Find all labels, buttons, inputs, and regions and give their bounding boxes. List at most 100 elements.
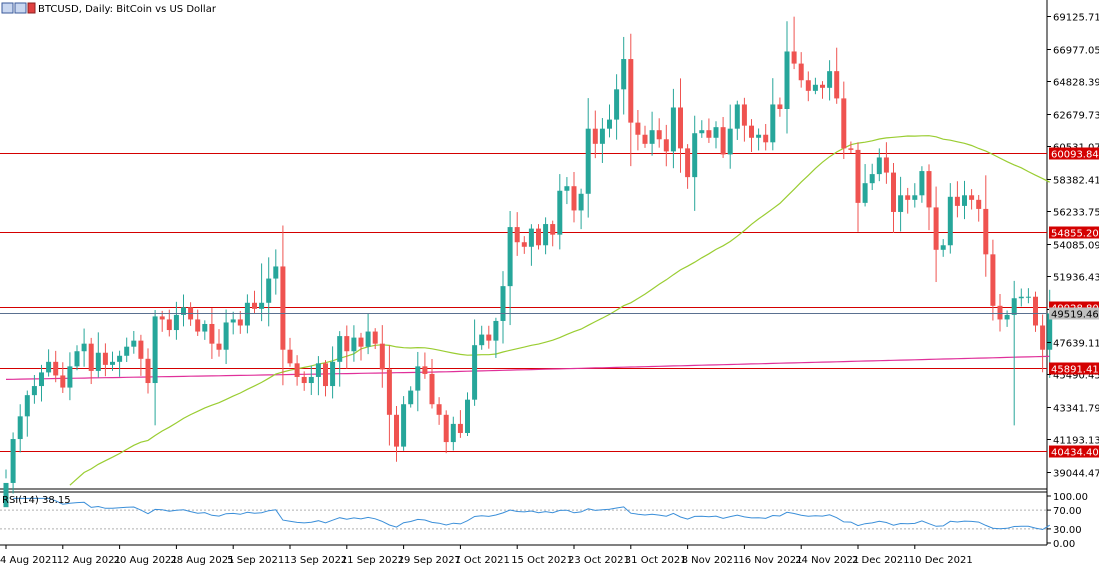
time-tick-label: 20 Aug 2021 (114, 555, 178, 566)
candle-body (663, 139, 669, 152)
candle-body (983, 208, 989, 255)
candle-body (259, 302, 265, 309)
candle (585, 98, 591, 218)
candle (415, 351, 421, 412)
bar-chart-icon[interactable] (1, 2, 14, 14)
candle (443, 410, 449, 454)
price-tick-label: 64828.390 (1053, 78, 1099, 89)
candle (848, 141, 854, 154)
candle-body (734, 104, 740, 129)
candle-body (209, 323, 215, 344)
candle (209, 308, 215, 359)
candle (88, 337, 94, 385)
candle (507, 211, 513, 326)
candle-body (933, 207, 939, 250)
candle-body (124, 346, 130, 356)
candle (259, 263, 265, 322)
candle-body (784, 51, 790, 110)
candle-body (891, 172, 896, 212)
candle-body (678, 107, 683, 149)
chart-type-icons[interactable] (1, 2, 36, 14)
candle-body (841, 98, 847, 149)
candle (24, 390, 30, 437)
time-tick-label: 23 Oct 2021 (568, 555, 630, 566)
candle (599, 118, 605, 163)
candle-body (195, 319, 201, 332)
candle-body (557, 190, 563, 235)
candle (699, 120, 705, 138)
rsi-tick-label: 30.00 (1053, 525, 1082, 536)
candle (372, 328, 378, 350)
candle (422, 352, 428, 379)
candle (81, 328, 87, 367)
candle-body (507, 227, 513, 287)
candle (614, 74, 620, 140)
candle (53, 350, 59, 383)
candle-body (805, 80, 811, 91)
price-tick-label: 47639.110 (1053, 339, 1099, 350)
candle-body (479, 334, 485, 346)
candle-body (110, 361, 115, 365)
candle-body (599, 128, 605, 144)
rsi-tick-label: 70.00 (1053, 506, 1082, 517)
candle (543, 217, 549, 255)
price-axis-ticks: 69125.71066977.05064828.39062679.7306053… (1047, 13, 1099, 480)
candle-body (131, 340, 137, 347)
candle (720, 116, 726, 158)
candle (954, 181, 960, 218)
candle-body (969, 195, 975, 200)
candle (883, 142, 889, 184)
candle (117, 350, 123, 377)
candle (46, 349, 52, 377)
candle-body (493, 320, 499, 341)
candle-body (990, 254, 996, 306)
candle-body (500, 286, 506, 321)
candle-body (472, 345, 478, 400)
candle (323, 360, 328, 397)
candle (734, 100, 740, 140)
candle (39, 364, 44, 402)
candle-body (237, 319, 243, 326)
candle-body (869, 174, 875, 184)
candle-body (1018, 296, 1024, 299)
level-tag-box (1049, 362, 1099, 375)
candle (237, 310, 243, 334)
candle-chart-icon[interactable] (14, 2, 27, 14)
candle-body (394, 414, 399, 447)
current-price-tag-label: 49519.463 (1051, 310, 1099, 321)
candle-body (578, 193, 584, 211)
candle-body (323, 363, 328, 387)
candle (31, 374, 37, 404)
line-chart-icon[interactable] (27, 2, 36, 14)
level-tag-box (1049, 445, 1099, 458)
moving-averages (5, 135, 1050, 486)
candle (365, 313, 371, 355)
candle (678, 78, 683, 173)
candle-body (514, 227, 520, 243)
candle (749, 119, 754, 152)
candle (74, 345, 80, 371)
candle (351, 325, 357, 362)
candle-body (564, 186, 570, 191)
candle-body (536, 228, 541, 246)
candle-body (173, 314, 179, 331)
candle (230, 311, 236, 335)
candle-body (294, 363, 300, 377)
candle-body (17, 416, 23, 440)
candle (607, 104, 612, 138)
price-tick-label: 41193.130 (1053, 436, 1099, 447)
candle-body (280, 266, 286, 350)
candle-body (699, 130, 705, 134)
price-tick-label: 69125.710 (1053, 13, 1099, 24)
candle (642, 125, 648, 148)
time-tick-label: 13 Sep 2021 (284, 555, 347, 566)
candle-body (876, 157, 882, 175)
candle (990, 239, 996, 321)
level-tag-box (1049, 226, 1099, 239)
candle (450, 416, 456, 451)
candle-body (763, 134, 769, 143)
candle (60, 362, 66, 393)
price-tick-label: 56233.750 (1053, 208, 1099, 219)
rsi-tick-label: 0.00 (1053, 539, 1075, 550)
